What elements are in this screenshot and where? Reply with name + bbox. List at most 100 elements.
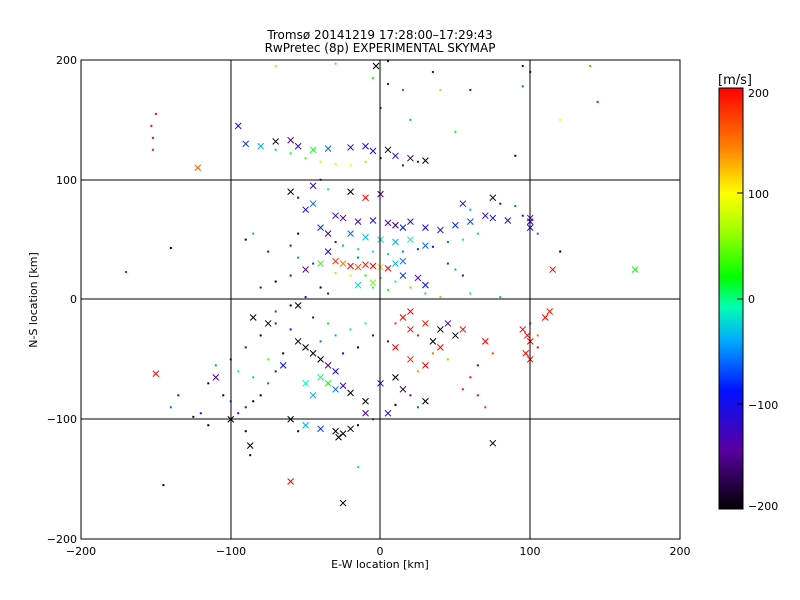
- data-point-dot: [150, 124, 153, 127]
- data-point-x: [302, 206, 309, 214]
- data-point-x: [354, 218, 362, 226]
- data-point-x: [546, 308, 554, 315]
- data-point-x: [489, 439, 497, 447]
- data-point-dot: [461, 238, 464, 241]
- data-point-dot: [514, 154, 517, 157]
- data-point-dot: [349, 164, 352, 167]
- data-point-dot: [169, 406, 172, 409]
- data-point-x: [399, 272, 407, 279]
- data-point-dot: [386, 60, 389, 63]
- data-point-dot: [409, 118, 412, 121]
- data-point-dot: [304, 296, 307, 299]
- data-point-x: [324, 145, 332, 152]
- data-point-dot: [454, 268, 457, 271]
- data-point-x: [399, 385, 407, 393]
- data-point-x: [257, 142, 265, 150]
- y-tick-label: −100: [47, 413, 77, 426]
- data-point-dot: [249, 454, 252, 457]
- data-point-x: [407, 236, 414, 243]
- data-point-dot: [469, 292, 472, 295]
- data-point-dot: [536, 232, 539, 235]
- data-point-dot: [259, 334, 262, 337]
- data-point-x: [362, 194, 369, 202]
- data-point-x: [399, 314, 407, 321]
- data-point-dot: [514, 205, 517, 208]
- data-point-x: [437, 344, 444, 351]
- data-point-dot: [431, 70, 434, 73]
- data-point-dot: [589, 64, 592, 67]
- data-point-x: [407, 326, 414, 333]
- data-point-dot: [461, 274, 464, 277]
- data-point-x: [287, 478, 295, 485]
- data-point-x: [369, 147, 377, 155]
- data-point-dot: [259, 394, 262, 397]
- data-point-dot: [304, 157, 307, 160]
- data-point-dot: [491, 352, 494, 355]
- data-point-x: [212, 373, 220, 381]
- data-point-dot: [357, 466, 360, 469]
- data-point-x: [422, 157, 429, 164]
- data-point-dot: [289, 152, 292, 155]
- data-point-dot: [372, 286, 375, 289]
- data-point-dot: [469, 208, 472, 211]
- data-point-x: [324, 248, 332, 255]
- data-point-dot: [596, 100, 599, 103]
- data-point-x: [384, 146, 392, 154]
- data-point-dot: [401, 88, 404, 91]
- data-point-dot: [439, 296, 442, 299]
- data-point-x: [362, 233, 369, 241]
- data-point-x: [459, 326, 467, 333]
- data-point-dot: [244, 346, 247, 349]
- data-point-x: [317, 425, 324, 433]
- data-point-dot: [364, 274, 367, 277]
- data-point-x: [309, 146, 317, 154]
- data-point-x: [302, 344, 309, 351]
- data-point-dot: [386, 252, 389, 255]
- data-point-dot: [401, 250, 404, 253]
- data-point-dot: [536, 346, 539, 349]
- data-point-x: [429, 338, 437, 345]
- colorbar-tick-label: −100: [748, 399, 778, 412]
- data-point-x: [437, 226, 444, 234]
- data-point-x: [309, 350, 317, 357]
- data-point-dot: [289, 304, 292, 307]
- data-point-dot: [244, 238, 247, 241]
- data-point-dot: [327, 292, 330, 295]
- data-point-x: [332, 257, 339, 265]
- data-point-dot: [521, 64, 524, 67]
- x-axis-label: E-W location [km]: [331, 558, 429, 571]
- y-ticks: [81, 59, 89, 540]
- data-point-dot: [334, 272, 337, 275]
- data-point-dot: [169, 247, 172, 250]
- data-point-dot: [461, 388, 464, 391]
- data-point-dot: [151, 136, 154, 139]
- data-point-dot: [484, 406, 487, 409]
- data-point-x: [324, 230, 332, 237]
- data-point-x: [324, 379, 332, 387]
- data-point-x: [294, 302, 302, 309]
- x-tick-label: 200: [670, 545, 691, 558]
- data-point-dot: [319, 160, 322, 163]
- data-point-dot: [222, 394, 225, 397]
- data-point-dot: [334, 62, 337, 65]
- data-point-x: [407, 154, 414, 162]
- data-point-x: [347, 389, 354, 397]
- data-point-dot: [124, 270, 127, 273]
- data-point-x: [422, 281, 429, 289]
- data-point-x: [549, 266, 557, 273]
- data-point-dot: [416, 248, 419, 251]
- data-point-x: [362, 142, 369, 150]
- data-point-dot: [267, 358, 270, 361]
- data-point-x: [287, 136, 295, 144]
- data-point-dot: [297, 232, 300, 235]
- data-point-x: [332, 367, 339, 375]
- data-point-dot: [357, 346, 360, 349]
- data-point-x: [309, 391, 317, 399]
- data-point-x: [392, 152, 399, 160]
- data-point-x: [504, 217, 512, 224]
- data-point-x: [384, 219, 392, 227]
- data-point-x: [317, 356, 324, 363]
- data-point-dot: [439, 88, 442, 91]
- data-point-dot: [454, 130, 457, 133]
- data-point-x: [339, 260, 347, 267]
